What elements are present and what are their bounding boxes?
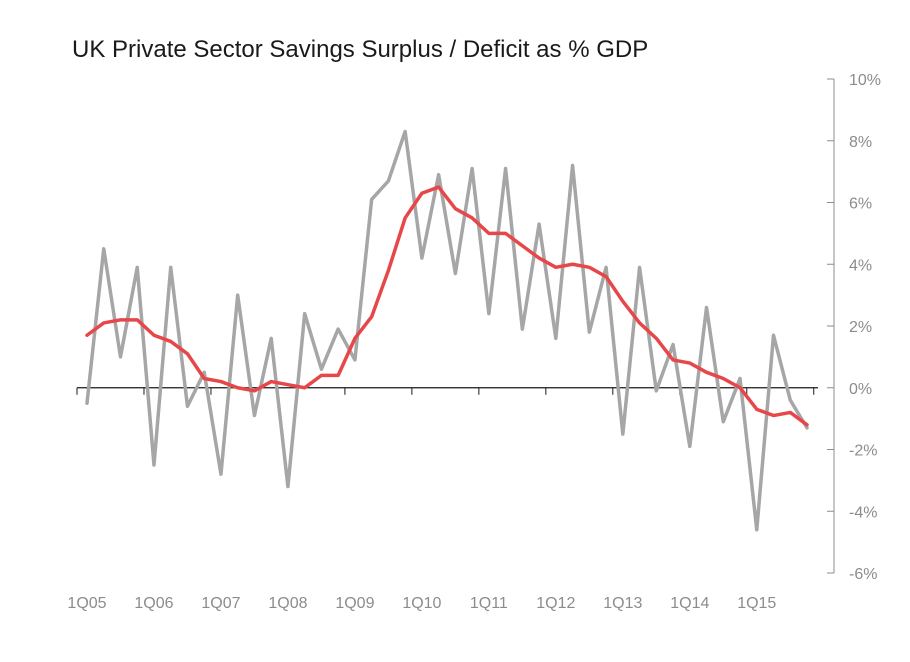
- series-line-2: [85, 185, 809, 427]
- x-tick-label: 1Q12: [536, 595, 575, 612]
- y-tick-label: 4%: [849, 257, 872, 274]
- x-axis: 1Q05 1Q06 1Q07 1Q08 1Q09 1Q10 1Q11 1Q12 1Q13 1Q14…: [67, 387, 818, 612]
- y-tick-label: 6%: [849, 196, 872, 213]
- x-tick-label: 1Q13: [603, 595, 642, 612]
- series-line-1: [85, 129, 809, 532]
- x-tick-label: 1Q07: [201, 595, 240, 612]
- x-tick-label: 1Q11: [470, 595, 508, 612]
- x-tick-label: 1Q10: [402, 595, 441, 612]
- x-tick-label: 1Q05: [67, 595, 106, 612]
- series-layer: [85, 129, 809, 532]
- x-tick-label: 1Q08: [268, 595, 307, 612]
- y-tick-label: 2%: [849, 319, 872, 336]
- chart-title: UK Private Sector Savings Surplus / Defi…: [72, 36, 649, 63]
- x-tick-label: 1Q15: [737, 595, 776, 612]
- x-tick-label: 1Q09: [335, 595, 374, 612]
- y-axis: 10% 8% 6% 4% 2% 0% -2% -4% -6%: [827, 72, 881, 583]
- x-tick-label: 1Q06: [134, 595, 173, 612]
- y-tick-label: -6%: [849, 566, 877, 583]
- y-tick-label: 0%: [849, 381, 872, 398]
- y-tick-label: -2%: [849, 443, 877, 460]
- x-tick-label: 1Q14: [670, 595, 709, 612]
- y-tick-label: -4%: [849, 504, 877, 521]
- y-tick-label: 10%: [849, 72, 881, 89]
- y-tick-label: 8%: [849, 134, 872, 151]
